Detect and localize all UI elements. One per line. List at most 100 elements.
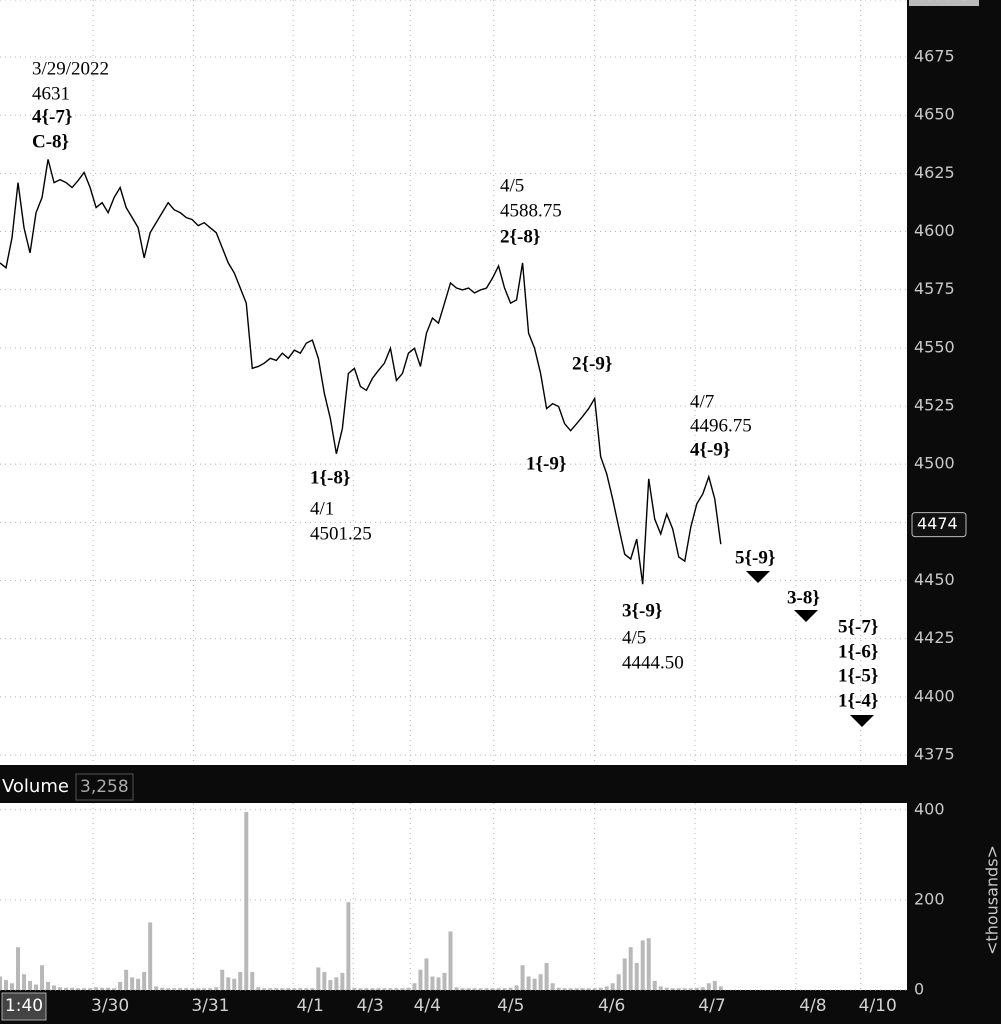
volume-bar xyxy=(352,987,357,990)
volume-bar xyxy=(10,983,15,990)
y-tick-label: 4400 xyxy=(914,686,955,705)
wave-annotation: 3/29/2022 xyxy=(32,58,109,79)
volume-bar xyxy=(622,958,627,990)
volume-bar xyxy=(22,974,27,990)
volume-bar xyxy=(688,988,693,990)
last-price: 4474 xyxy=(917,514,958,533)
volume-bar xyxy=(130,977,135,990)
volume-bar xyxy=(682,988,687,990)
volume-bar xyxy=(616,974,621,990)
volume-bar xyxy=(316,967,321,990)
wave-annotation: 3-8} xyxy=(787,587,820,608)
target-marker xyxy=(794,610,818,622)
volume-bar xyxy=(112,988,117,990)
volume-bar xyxy=(0,976,2,990)
volume-bar xyxy=(124,969,129,990)
volume-bar xyxy=(100,987,105,990)
volume-bar xyxy=(358,988,363,990)
y-tick-label: 4525 xyxy=(914,395,955,414)
y-tick-label: 4575 xyxy=(914,279,955,298)
volume-bar xyxy=(106,987,111,990)
y-tick-label: 4699.5 xyxy=(914,0,970,5)
x-tick-label: 4/1 xyxy=(296,996,323,1016)
y-tick-label: 0 xyxy=(914,980,924,999)
wave-annotation: 5{-9} xyxy=(735,547,775,568)
wave-annotation: 2{-8} xyxy=(500,226,540,247)
volume-bar xyxy=(244,812,249,990)
volume-bar xyxy=(286,988,291,990)
volume-bar xyxy=(472,988,477,990)
volume-bar xyxy=(322,971,327,990)
volume-title: Volume xyxy=(2,776,69,797)
volume-bar xyxy=(406,987,411,990)
volume-bar xyxy=(550,983,555,990)
volume-bar xyxy=(412,983,417,990)
volume-bar xyxy=(262,988,267,990)
volume-bar xyxy=(172,988,177,990)
last-price-box xyxy=(911,512,967,538)
volume-bar xyxy=(484,988,489,990)
volume-bar xyxy=(598,987,603,990)
volume-bar xyxy=(304,988,309,990)
volume-bar xyxy=(568,988,573,990)
y-tick-label: 4550 xyxy=(914,337,955,356)
x-tick-label: 4/10 xyxy=(859,996,897,1016)
volume-bar xyxy=(478,988,483,990)
volume-bar xyxy=(232,978,237,990)
price-panel xyxy=(0,0,907,765)
wave-annotation: 5{-7} xyxy=(838,616,878,637)
volume-bar xyxy=(706,983,711,990)
wave-annotation: 1{-9} xyxy=(526,453,566,474)
volume-bar xyxy=(250,971,255,990)
volume-bar xyxy=(424,958,429,990)
wave-annotation: C-8} xyxy=(32,131,69,152)
volume-bar xyxy=(160,987,165,990)
y-tick-label: 400 xyxy=(914,799,945,818)
volume-bar xyxy=(208,988,213,990)
volume-bar xyxy=(274,988,279,990)
volume-bar xyxy=(454,987,459,990)
volume-bar xyxy=(70,987,75,990)
volume-bar xyxy=(562,988,567,990)
volume-bar xyxy=(442,972,447,990)
volume-bar xyxy=(604,986,609,990)
cursor-box xyxy=(1,992,47,1021)
volume-bar xyxy=(634,962,639,990)
volume-bar xyxy=(40,965,45,990)
volume-bar xyxy=(220,969,225,990)
wave-annotation: 3{-9} xyxy=(622,600,662,621)
volume-bar xyxy=(148,922,153,990)
wave-annotation: 4496.75 xyxy=(690,415,752,436)
volume-bar xyxy=(292,988,297,990)
volume-bar xyxy=(226,977,231,990)
x-tick-label: 4/5 xyxy=(497,996,524,1016)
y-tick-label: 4500 xyxy=(914,454,955,473)
wave-annotation: 2{-9} xyxy=(572,353,612,374)
volume-bar xyxy=(556,987,561,990)
target-marker xyxy=(850,715,874,727)
wave-annotation: 1{-5} xyxy=(838,665,878,686)
volume-bar xyxy=(376,988,381,990)
volume-bar xyxy=(700,987,705,990)
volume-bar xyxy=(580,988,585,990)
y-tick-label: 4425 xyxy=(914,628,955,647)
volume-bar xyxy=(340,972,345,990)
x-tick-label: 3/31 xyxy=(191,996,229,1016)
x-tick-label: 4/3 xyxy=(357,996,384,1016)
x-tick-label: 4/6 xyxy=(598,996,625,1016)
wave-annotation: 1{-6} xyxy=(838,641,878,662)
volume-bar xyxy=(694,987,699,990)
volume-bar xyxy=(178,988,183,990)
x-tick-label: 4/8 xyxy=(799,996,826,1016)
volume-bar xyxy=(718,986,723,990)
volume-bar xyxy=(502,988,507,990)
volume-bar xyxy=(298,988,303,990)
volume-bar xyxy=(544,962,549,990)
volume-bar xyxy=(184,988,189,990)
volume-bar xyxy=(538,974,543,990)
volume-bar xyxy=(676,988,681,990)
wave-annotation: 4501.25 xyxy=(310,523,372,544)
wave-annotation: 1{-8} xyxy=(310,467,350,488)
volume-bar xyxy=(574,988,579,990)
